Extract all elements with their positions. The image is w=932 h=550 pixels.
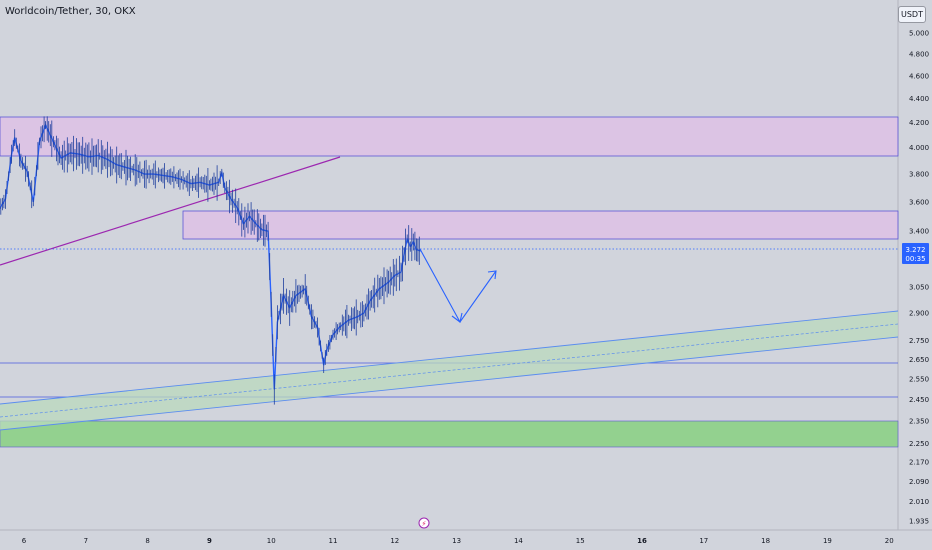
time-tick-label: 11 [329, 537, 338, 545]
time-tick-label: 6 [22, 537, 27, 545]
resistance-zone-lower [182, 210, 899, 240]
time-tick-label: 16 [637, 537, 647, 545]
ascending-trendline [0, 156, 341, 266]
price-tick-label: 4.200 [909, 119, 929, 127]
rising-channel-lower [0, 336, 899, 431]
resistance-zone-upper [0, 116, 899, 157]
projection-arrowhead-low [451, 312, 463, 323]
price-tick-label: 3.050 [909, 284, 929, 292]
time-tick-label: 13 [452, 537, 461, 545]
price-tick-label: 2.750 [909, 337, 929, 345]
time-tick-label: 8 [145, 537, 149, 545]
time-tick-label: 15 [576, 537, 585, 545]
price-tick-label: 2.170 [909, 459, 929, 467]
price-tick-label: 2.350 [909, 418, 929, 426]
time-tick-label: 17 [699, 537, 708, 545]
time-tick-label: 20 [885, 537, 894, 545]
time-tick-label: 19 [823, 537, 832, 545]
time-tick-label: 9 [207, 537, 212, 545]
currency-badge[interactable]: USDT [898, 6, 926, 23]
price-axis-panel[interactable] [898, 0, 932, 550]
plot-area[interactable] [0, 0, 898, 530]
time-tick-label: 10 [267, 537, 276, 545]
rising-channel-median [0, 323, 899, 418]
price-tick-label: 4.600 [909, 72, 929, 80]
current-price-value: 3.272 [905, 246, 925, 254]
time-axis-labels: 6 7 8 9 10 11 12 13 14 15 16 17 18 19 20 [22, 537, 894, 545]
time-tick-label: 14 [514, 537, 523, 545]
rising-channel-upper [0, 310, 899, 405]
price-tick-label: 5.000 [909, 30, 929, 38]
event-marker[interactable] [418, 517, 430, 529]
chart-title: Worldcoin/Tether, 30, OKX [5, 6, 136, 17]
price-tick-label: 2.900 [909, 310, 929, 318]
time-tick-label: 7 [84, 537, 88, 545]
price-tick-label: 2.090 [909, 478, 929, 486]
price-tick-label: 2.010 [909, 498, 929, 506]
support-zone [0, 420, 899, 448]
time-tick-label: 12 [390, 537, 399, 545]
projection-arrowhead-high [487, 270, 497, 280]
price-tick-label: 4.000 [909, 144, 929, 152]
price-series-layer [0, 116, 421, 405]
price-tick-label: 4.800 [909, 50, 929, 58]
current-price-tag[interactable] [902, 243, 929, 264]
time-tick-label: 18 [761, 537, 770, 545]
price-axis-labels: 5.000 4.800 4.600 4.400 4.200 4.000 3.800 3.600… [909, 30, 929, 526]
price-tick-label: 2.450 [909, 396, 929, 404]
price-tick-label: 3.800 [909, 171, 929, 179]
price-tick-label: 2.550 [909, 376, 929, 384]
price-tick-label: 1.935 [909, 518, 929, 526]
lightning-icon: ⚡ [422, 520, 427, 528]
candle-countdown: 00:35 [905, 255, 925, 263]
price-tick-label: 2.650 [909, 356, 929, 364]
price-tick-label: 3.600 [909, 198, 929, 206]
price-tick-label: 2.250 [909, 440, 929, 448]
price-tick-label: 4.400 [909, 95, 929, 103]
price-tick-label: 3.400 [909, 228, 929, 236]
